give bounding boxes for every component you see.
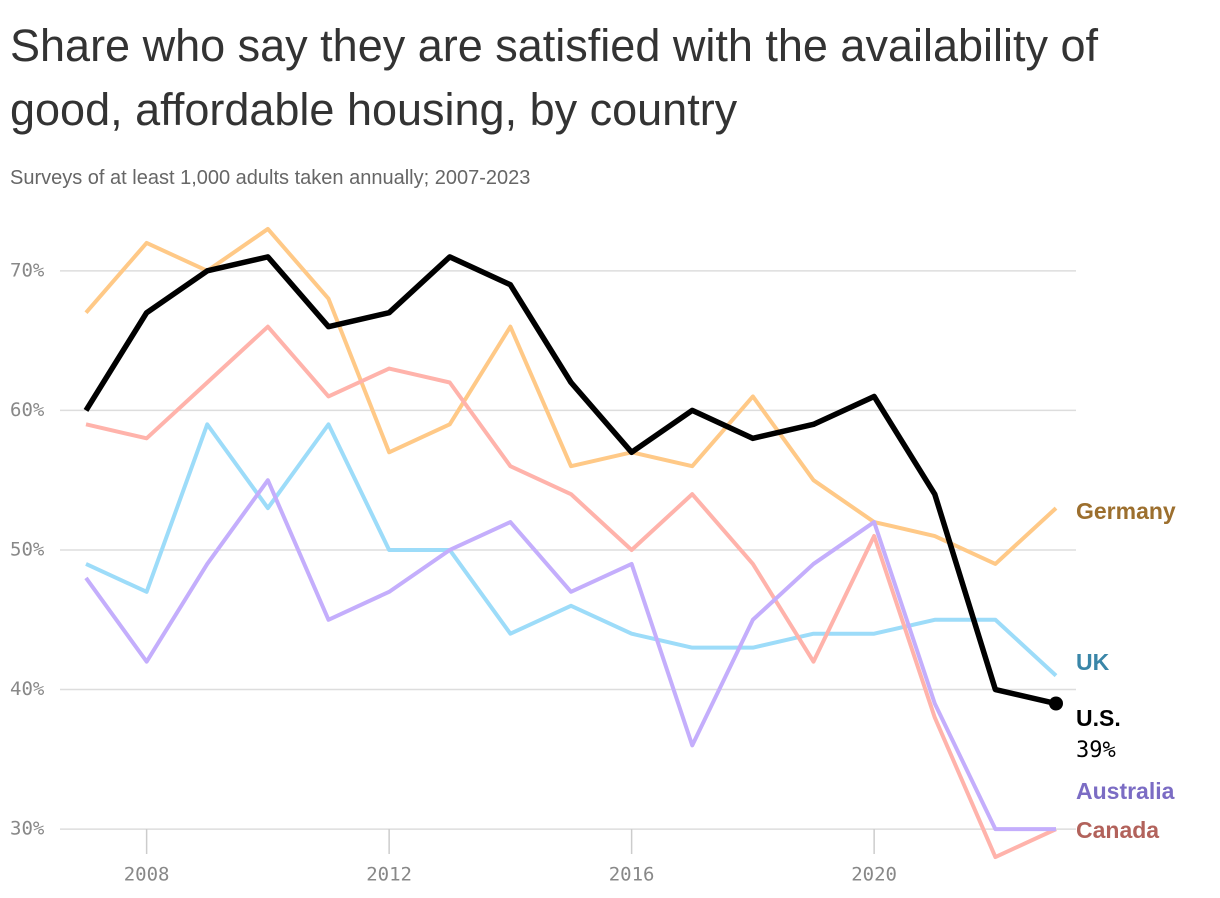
series-line: [84, 478, 1056, 832]
value-label: 39%: [1076, 738, 1116, 763]
series-line: [84, 226, 1058, 566]
series-line: [83, 254, 1057, 707]
y-tick-label: 30%: [10, 818, 45, 840]
y-tick-label: 40%: [10, 678, 45, 700]
series-label: Canada: [1076, 817, 1159, 843]
series-line: [85, 422, 1058, 678]
x-tick-label: 2012: [366, 864, 412, 886]
x-tick-label: 2020: [851, 864, 897, 886]
chart-subtitle: Surveys of at least 1,000 adults taken a…: [10, 167, 531, 189]
series-label: Australia: [1076, 778, 1175, 804]
x-tick-label: 2008: [124, 864, 170, 886]
y-tick-label: 50%: [10, 538, 45, 560]
x-tick-label: 2016: [609, 864, 655, 886]
series-label: U.S.: [1076, 705, 1121, 731]
end-point: [1049, 696, 1063, 711]
series-label: Germany: [1076, 498, 1176, 524]
series-label: UK: [1076, 649, 1110, 675]
y-tick-label: 70%: [10, 259, 45, 281]
y-tick-label: 60%: [10, 399, 45, 421]
series-line: [85, 324, 1057, 860]
chart-title: Share who say they are satisfied with th…: [10, 20, 1099, 135]
